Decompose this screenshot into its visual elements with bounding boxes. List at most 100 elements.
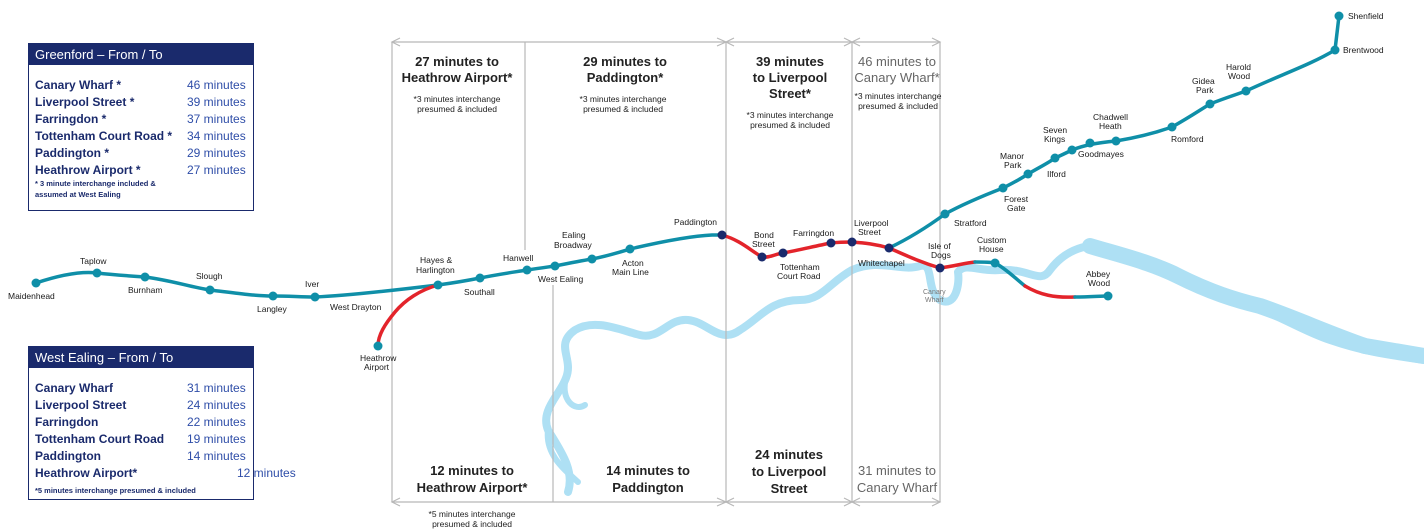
- station-dot-romford[interactable]: [1167, 122, 1177, 132]
- west-ealing-row-time: 22 minutes: [187, 415, 246, 429]
- top-canary-note2: presumed & included: [858, 101, 938, 111]
- top-paddington-line1: 29 minutes to: [583, 54, 667, 69]
- station-dot-west-ealing[interactable]: [550, 261, 560, 271]
- station-dot-chadwell-heath[interactable]: [1111, 136, 1121, 146]
- river-thames: [542, 238, 1424, 496]
- label-harold-1: Harold: [1226, 62, 1251, 72]
- station-dot-hanwell[interactable]: [522, 265, 532, 275]
- station-dot-shenfield[interactable]: [1334, 11, 1344, 21]
- label-custom-2: House: [979, 244, 1004, 254]
- greenford-row-time: 34 minutes: [187, 129, 246, 143]
- west-ealing-row-time: 31 minutes: [187, 381, 246, 395]
- label-hayes-1: Hayes &: [420, 255, 452, 265]
- station-dot-isle-of-dogs[interactable]: [935, 263, 945, 273]
- river-thames-main: [542, 242, 1424, 496]
- label-romford: Romford: [1171, 134, 1204, 144]
- greenford-row-time: 39 minutes: [187, 95, 246, 109]
- zone-paddington-box: [525, 41, 727, 503]
- station-dot-burnham[interactable]: [140, 272, 150, 282]
- label-canary-1: Canary: [923, 289, 946, 296]
- zone-arrows: [390, 37, 942, 507]
- label-burnham: Burnham: [128, 285, 163, 295]
- greenford-note-1: * 3 minute interchange included &: [35, 179, 156, 188]
- label-southall: Southall: [464, 287, 495, 297]
- line-heathrow-branch: [376, 283, 440, 348]
- label-goodmayes: Goodmayes: [1078, 149, 1124, 159]
- bottom-canary-line2: Canary Wharf: [857, 480, 938, 495]
- west-ealing-row-station: Farringdon: [35, 415, 99, 429]
- station-dot-bond-street[interactable]: [757, 252, 767, 262]
- station-dot-liverpool-street[interactable]: [847, 237, 857, 247]
- station-dot-custom-house[interactable]: [990, 258, 1000, 268]
- west-ealing-row-time: 24 minutes: [187, 398, 246, 412]
- station-dot-taplow[interactable]: [92, 268, 102, 278]
- bottom-liverpool-line3: Street: [771, 481, 809, 496]
- label-bond-1: Bond: [754, 230, 774, 240]
- top-heathrow-line1: 27 minutes to: [415, 54, 499, 69]
- top-liverpool-line2: to Liverpool: [753, 70, 827, 85]
- station-dot-maidenhead[interactable]: [31, 278, 41, 288]
- station-dot-hayes[interactable]: [433, 280, 443, 290]
- station-dot-whitechapel[interactable]: [884, 243, 894, 253]
- station-dot-brentwood[interactable]: [1330, 45, 1340, 55]
- top-heathrow-note2: presumed & included: [417, 104, 497, 114]
- label-forest-2: Gate: [1007, 203, 1026, 213]
- label-manor-2: Park: [1004, 160, 1022, 170]
- line-abbey-wood-red: [1023, 284, 1077, 299]
- zone-heathrow-box: [391, 41, 553, 503]
- label-west-drayton: West Drayton: [330, 302, 382, 312]
- label-tcr-2: Court Road: [777, 271, 821, 281]
- label-abbey-1: Abbey: [1086, 269, 1111, 279]
- station-dot-paddington[interactable]: [717, 230, 727, 240]
- station-dot-iver[interactable]: [310, 292, 320, 302]
- greenford-row-time: 27 minutes: [187, 163, 246, 177]
- label-tcr-1: Tottenham: [780, 262, 820, 272]
- top-liverpool-line1: 39 minutes: [756, 54, 824, 69]
- zone-liverpool-box: [726, 41, 853, 503]
- top-liverpool-line3: Street*: [769, 86, 812, 101]
- river-meander-loop: [544, 375, 588, 485]
- label-acton-1: Acton: [622, 258, 644, 268]
- top-journey-times: 27 minutes to Heathrow Airport* *3 minut…: [402, 54, 942, 130]
- station-dot-tcr[interactable]: [778, 248, 788, 258]
- top-canary-note1: *3 minutes interchange: [855, 91, 942, 101]
- bottom-heathrow-note1: *5 minutes interchange: [429, 509, 516, 519]
- west-ealing-row-station: Heathrow Airport*: [35, 466, 138, 480]
- station-dot-manor-park[interactable]: [1023, 169, 1033, 179]
- station-dot-forest-gate[interactable]: [998, 183, 1008, 193]
- top-paddington-note2: presumed & included: [583, 104, 663, 114]
- station-dot-farringdon[interactable]: [826, 238, 836, 248]
- label-brentwood: Brentwood: [1343, 45, 1384, 55]
- station-dot-ealing-broadway[interactable]: [587, 254, 597, 264]
- station-dot-heathrow[interactable]: [373, 341, 383, 351]
- greenford-row-station: Paddington *: [35, 146, 109, 160]
- label-isle-1: Isle of: [928, 241, 951, 251]
- line-abbey-wood-teal: [1073, 294, 1110, 299]
- west-ealing-note: *5 minutes interchange presumed & includ…: [35, 486, 196, 495]
- label-slough: Slough: [196, 271, 223, 281]
- bottom-paddington-line1: 14 minutes to: [606, 463, 690, 478]
- bottom-canary-line1: 31 minutes to: [858, 463, 936, 478]
- station-dot-slough[interactable]: [205, 285, 215, 295]
- label-ealing-2: Broadway: [554, 240, 593, 250]
- station-dot-goodmayes[interactable]: [1085, 138, 1095, 148]
- station-dot-stratford[interactable]: [940, 209, 950, 219]
- greenford-row-station: Liverpool Street *: [35, 95, 135, 109]
- west-ealing-row-station: Paddington: [35, 449, 101, 463]
- greenford-row-time: 46 minutes: [187, 78, 246, 92]
- label-ilford: Ilford: [1047, 169, 1066, 179]
- greenford-row-station: Tottenham Court Road *: [35, 129, 173, 143]
- station-dot-southall[interactable]: [475, 273, 485, 283]
- west-ealing-row-station: Canary Wharf: [35, 381, 114, 395]
- station-dot-langley[interactable]: [268, 291, 278, 301]
- station-dot-harold-wood[interactable]: [1241, 86, 1251, 96]
- station-labels: Maidenhead Taplow Burnham Slough Langley…: [8, 11, 1384, 372]
- station-dot-gidea-park[interactable]: [1205, 99, 1215, 109]
- station-dot-seven-kings[interactable]: [1067, 145, 1077, 155]
- west-ealing-row-station: Tottenham Court Road: [35, 432, 165, 446]
- station-dot-ilford[interactable]: [1050, 153, 1060, 163]
- station-dot-abbey-wood[interactable]: [1103, 291, 1113, 301]
- top-liverpool-note1: *3 minutes interchange: [747, 110, 834, 120]
- station-dot-acton[interactable]: [625, 244, 635, 254]
- label-seven-2: Kings: [1044, 134, 1065, 144]
